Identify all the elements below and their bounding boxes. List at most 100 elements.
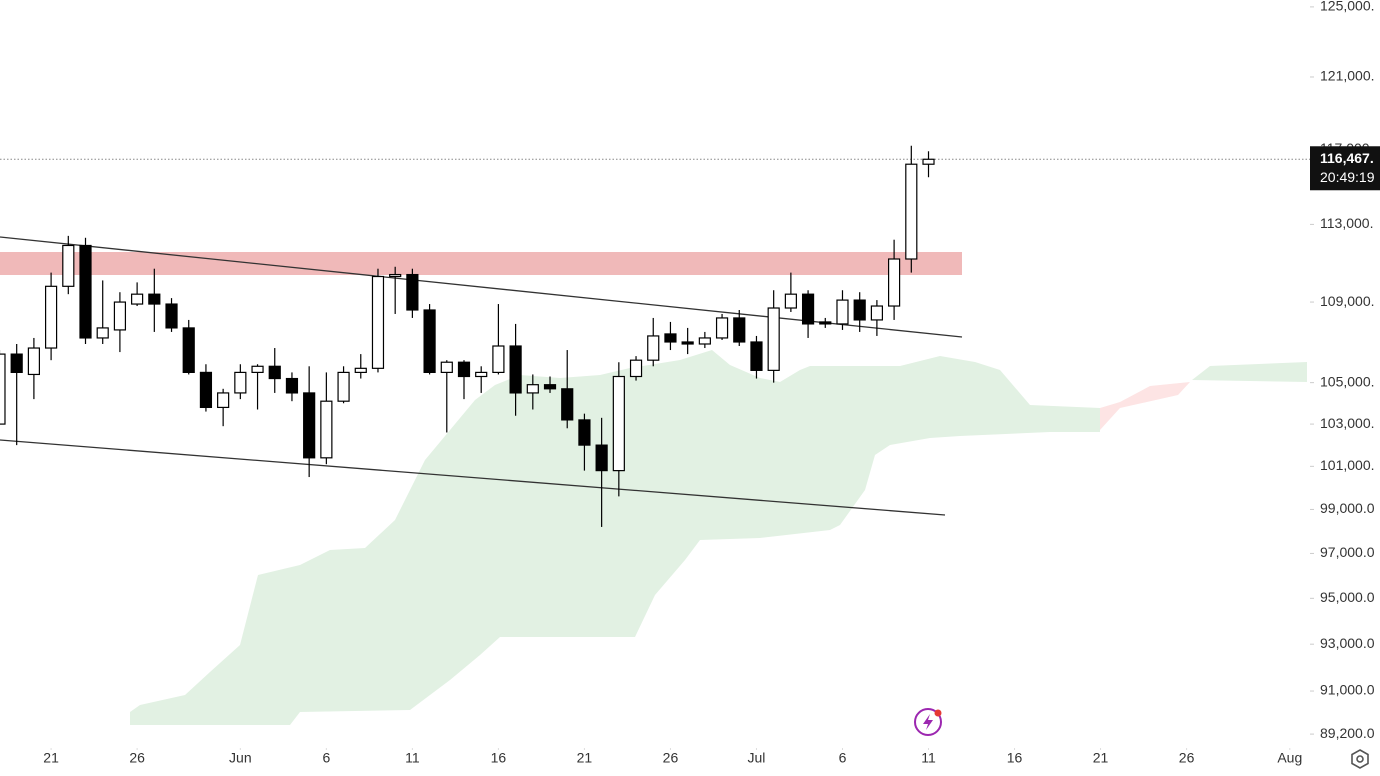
candle-body xyxy=(475,371,488,378)
alert-icon[interactable] xyxy=(914,708,942,736)
candle-body xyxy=(62,244,75,287)
candle-body xyxy=(681,341,694,345)
trend-line xyxy=(0,439,946,516)
y-tick-label: 97,000.0 xyxy=(1320,544,1375,560)
candle-body xyxy=(905,163,918,260)
candle-body xyxy=(27,347,40,376)
candle-body xyxy=(492,345,505,374)
candle-body xyxy=(440,361,453,374)
x-tick-label: 6 xyxy=(322,750,330,766)
candle-body xyxy=(784,293,797,309)
candle-body xyxy=(113,301,127,331)
x-tick-label: 16 xyxy=(1007,750,1023,766)
candle-body xyxy=(767,307,780,371)
candle-body xyxy=(715,317,729,339)
axes: 125,000.121,000.117,000.113,000.109,000.… xyxy=(43,0,1380,766)
candle-body xyxy=(303,392,316,459)
y-tick-label: 91,000.0 xyxy=(1320,682,1375,698)
icon-center xyxy=(1356,755,1364,763)
ichimoku-cloud xyxy=(130,350,1307,725)
candle-body xyxy=(320,400,333,459)
candle-body xyxy=(234,371,247,394)
candle-body xyxy=(509,345,522,394)
candle-body xyxy=(612,375,625,472)
candle-body xyxy=(853,299,866,321)
candle-body xyxy=(44,285,58,349)
x-tick-label: 16 xyxy=(491,750,507,766)
y-tick-label: 125,000. xyxy=(1320,0,1375,14)
candle-body xyxy=(0,353,6,425)
candle-body xyxy=(664,333,677,343)
x-tick-label: 26 xyxy=(1179,750,1195,766)
candle-body xyxy=(217,392,230,409)
y-tick-label: 101,000. xyxy=(1320,457,1375,473)
candle-body xyxy=(199,371,213,409)
icon-circle xyxy=(914,708,942,736)
candle-body xyxy=(389,273,402,278)
candle-body xyxy=(406,273,419,311)
trend-line xyxy=(0,236,963,338)
candle-body xyxy=(268,365,281,380)
candle-body xyxy=(801,293,815,325)
candle-body xyxy=(733,317,746,343)
x-tick-label: 11 xyxy=(921,750,936,766)
candle-body xyxy=(561,388,574,421)
price-label: 116,467. xyxy=(1320,150,1374,166)
y-tick-label: 89,200.0 xyxy=(1320,725,1375,741)
candle-body xyxy=(922,158,935,165)
candle-body xyxy=(457,361,471,378)
candle-body xyxy=(647,335,660,361)
resistance-zone xyxy=(0,252,962,275)
x-tick-label: 21 xyxy=(577,750,593,766)
candle-body xyxy=(131,293,144,305)
cloud-green xyxy=(130,350,1100,725)
candle-body xyxy=(836,299,849,325)
candle-body xyxy=(629,359,643,378)
candle-body xyxy=(79,244,92,339)
time-label: 20:49:19 xyxy=(1320,169,1375,185)
x-tick-label: 21 xyxy=(1093,750,1109,766)
x-tick-label: Aug xyxy=(1277,750,1302,766)
x-tick-label: 26 xyxy=(663,750,679,766)
y-tick-label: 95,000.0 xyxy=(1320,589,1375,605)
icon-bolt xyxy=(923,714,933,730)
candle-body xyxy=(182,327,195,374)
y-tick-label: 109,000. xyxy=(1320,293,1375,309)
cloud-green xyxy=(1192,362,1307,382)
candle-body xyxy=(148,293,161,305)
settings-icon[interactable] xyxy=(1351,749,1369,769)
candle-body xyxy=(337,371,350,402)
y-tick-label: 105,000. xyxy=(1320,373,1375,389)
x-tick-label: Jul xyxy=(748,750,766,766)
candle-body xyxy=(251,365,264,374)
candle-body xyxy=(423,309,436,374)
candle-body xyxy=(543,384,557,390)
candle-body xyxy=(595,444,608,472)
y-tick-label: 93,000.0 xyxy=(1320,635,1375,651)
y-tick-label: 103,000. xyxy=(1320,415,1375,431)
candle-body xyxy=(165,303,178,329)
x-tick-label: 21 xyxy=(43,750,59,766)
y-tick-label: 121,000. xyxy=(1320,68,1375,84)
candle-body xyxy=(526,384,539,394)
candle-body xyxy=(750,341,763,371)
icon-hex xyxy=(1351,749,1369,769)
candle-body xyxy=(96,327,109,339)
x-tick-label: 11 xyxy=(405,750,420,766)
x-tick-label: 26 xyxy=(129,750,145,766)
x-tick-label: Jun xyxy=(229,750,252,766)
price-tag xyxy=(1310,146,1380,191)
cloud-red xyxy=(1100,382,1190,430)
icon-dot xyxy=(934,709,942,717)
candle-body xyxy=(698,337,711,345)
candle-body xyxy=(354,367,367,374)
candle-body xyxy=(371,275,385,369)
y-tick-label: 113,000. xyxy=(1320,215,1373,231)
candle-body xyxy=(870,305,883,321)
candle-body xyxy=(285,377,299,394)
candle-body xyxy=(888,258,901,307)
candle-body xyxy=(578,419,591,446)
x-tick-label: 6 xyxy=(839,750,847,766)
candle-body xyxy=(819,321,832,325)
